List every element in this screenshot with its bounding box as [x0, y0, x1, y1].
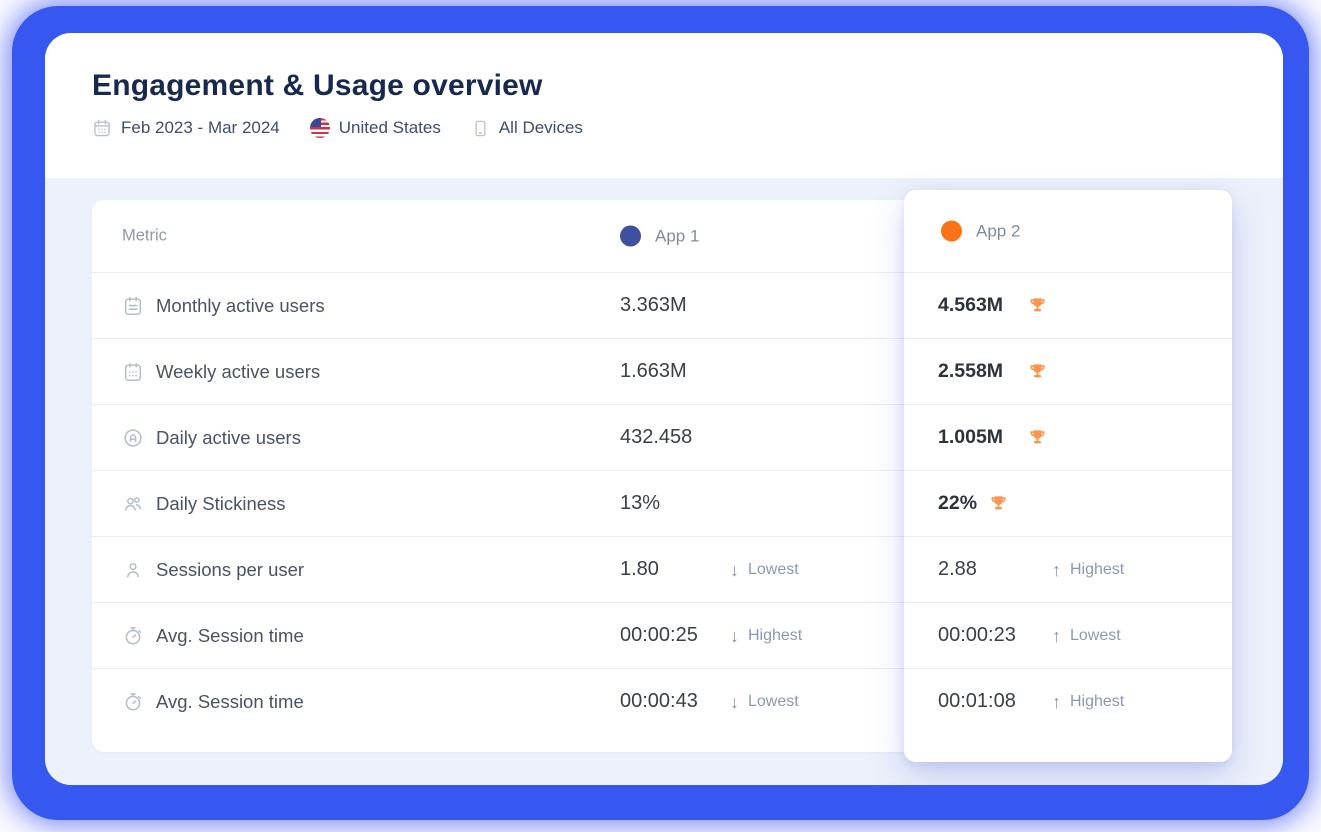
- arrow-up-icon: ↑: [1052, 625, 1061, 646]
- app2-dot-icon: [941, 220, 962, 242]
- app2-rank-badge: ↑ Lowest: [1052, 627, 1121, 645]
- trophy-icon: [1027, 427, 1048, 448]
- table-row: Avg. Session time 00:00:43 ↓ Lowest: [92, 668, 1229, 734]
- arrow-down-icon: ↓: [730, 559, 739, 580]
- table-header: Metric App 1: [92, 200, 1229, 272]
- app2-row: 2.88 ↑ Highest: [904, 536, 1232, 602]
- us-flag-icon: [309, 118, 330, 138]
- app2-rows: 4.563M 2.558M 1.005M 22% 2.88 ↑ Highest 00:00:2…: [904, 272, 1232, 734]
- app1-value: 432.458: [620, 426, 693, 448]
- table-row: Monthly active users 3.363M: [92, 272, 1229, 338]
- mobile-device-icon: [471, 119, 490, 138]
- table-rows: Monthly active users 3.363M Weekly active …: [92, 272, 1229, 734]
- rank-label: Lowest: [748, 692, 799, 710]
- calendar-icon: [92, 118, 112, 138]
- app1-value: 1.80: [620, 558, 659, 580]
- app1-dot-icon: [620, 225, 641, 247]
- arrow-down-icon: ↓: [730, 691, 739, 712]
- app1-value: 3.363M: [620, 294, 687, 316]
- metric-column-header: Metric: [122, 226, 167, 245]
- rank-label: Highest: [1070, 692, 1125, 710]
- rank-label: Lowest: [1070, 626, 1121, 644]
- stopwatch-icon: [122, 691, 144, 713]
- report-card: Engagement & Usage overview Feb 2023 - M…: [45, 33, 1283, 785]
- arrow-down-icon: ↓: [730, 625, 739, 646]
- arrow-up-icon: ↑: [1052, 691, 1061, 712]
- metric-label: Daily Stickiness: [156, 492, 286, 514]
- app1-value: 00:00:25: [620, 624, 698, 646]
- metric-label: Daily active users: [156, 426, 301, 448]
- country-filter[interactable]: United States: [309, 118, 441, 138]
- app1-rank-badge: ↓ Highest: [730, 627, 802, 645]
- devices-filter[interactable]: All Devices: [471, 118, 583, 138]
- table-row: Daily Stickiness 13%: [92, 470, 1229, 536]
- app1-value: 00:00:43: [620, 690, 698, 712]
- comparison-panel: Metric App 1 Monthly active users 3.363M W…: [45, 178, 1283, 785]
- app2-value: 4.563M: [938, 294, 1004, 316]
- app2-row: 2.558M: [904, 338, 1232, 404]
- metric-label: Avg. Session time: [156, 690, 304, 712]
- devices-label: All Devices: [498, 118, 583, 137]
- app2-label: App 2: [976, 221, 1021, 240]
- app1-label: App 1: [655, 226, 700, 245]
- metric-label: Sessions per user: [156, 558, 305, 580]
- metric-label: Avg. Session time: [156, 624, 304, 646]
- trophy-icon: [1027, 361, 1048, 382]
- app2-card-header: App 2: [904, 190, 1232, 272]
- app2-rank-badge: ↑ Highest: [1052, 693, 1124, 711]
- user-icon: [122, 559, 144, 581]
- app1-rank-badge: ↓ Lowest: [730, 693, 799, 711]
- app2-row: 4.563M: [904, 272, 1232, 338]
- rank-label: Lowest: [748, 560, 799, 578]
- metric-label: Monthly active users: [156, 294, 325, 316]
- app1-column-header: App 1: [620, 225, 700, 247]
- app2-value: 00:01:08: [938, 690, 1016, 712]
- trophy-icon: [1027, 295, 1048, 316]
- app2-value: 00:00:23: [938, 624, 1016, 646]
- trophy-icon: [988, 493, 1009, 514]
- table-row: Sessions per user 1.80 ↓ Lowest: [92, 536, 1229, 602]
- app1-value: 1.663M: [620, 360, 687, 382]
- app2-value: 22%: [938, 492, 978, 514]
- app1-rank-badge: ↓ Lowest: [730, 561, 799, 579]
- outer-frame: Engagement & Usage overview Feb 2023 - M…: [12, 6, 1309, 820]
- calendar-dots-icon: [122, 361, 144, 383]
- app2-rank-badge: ↑ Highest: [1052, 561, 1124, 579]
- app2-row: 1.005M: [904, 404, 1232, 470]
- app1-value: 13%: [620, 492, 661, 514]
- table-row: Weekly active users 1.663M: [92, 338, 1229, 404]
- table-row: Avg. Session time 00:00:25 ↓ Highest: [92, 602, 1229, 668]
- stopwatch-icon: [122, 625, 144, 647]
- app2-value: 2.88: [938, 558, 977, 580]
- date-range-label: Feb 2023 - Mar 2024: [121, 118, 280, 137]
- page-title: Engagement & Usage overview: [92, 69, 543, 102]
- app2-row: 00:01:08 ↑ Highest: [904, 668, 1232, 734]
- report-header: Engagement & Usage overview Feb 2023 - M…: [45, 33, 1283, 178]
- app2-column-card: App 2 4.563M 2.558M 1.005M 22% 2.88 ↑ Highest 0…: [904, 190, 1232, 762]
- users-icon: [122, 493, 144, 515]
- app2-column-header: App 2: [941, 220, 1021, 242]
- rank-label: Highest: [748, 626, 803, 644]
- calendar-lines-icon: [122, 295, 144, 317]
- app2-row: 00:00:23 ↑ Lowest: [904, 602, 1232, 668]
- app2-value: 1.005M: [938, 426, 1004, 448]
- filter-bar: Feb 2023 - Mar 2024 United States All De…: [92, 118, 1283, 138]
- app2-value: 2.558M: [938, 360, 1004, 382]
- daily-circle-icon: [122, 427, 144, 449]
- table-row: Daily active users 432.458: [92, 404, 1229, 470]
- metric-label: Weekly active users: [156, 360, 321, 382]
- app2-row: 22%: [904, 470, 1232, 536]
- country-label: United States: [338, 118, 441, 137]
- rank-label: Highest: [1070, 560, 1125, 578]
- arrow-up-icon: ↑: [1052, 559, 1061, 580]
- date-range-filter[interactable]: Feb 2023 - Mar 2024: [92, 118, 280, 138]
